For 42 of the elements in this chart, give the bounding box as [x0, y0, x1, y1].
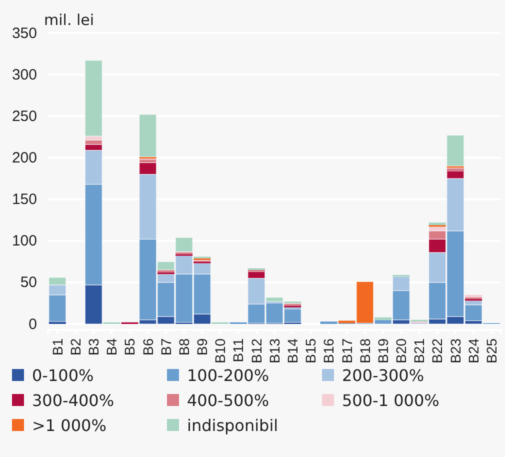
x-tick-label: B13	[266, 338, 282, 364]
y-tick-label: 150	[12, 191, 37, 208]
x-tick-label: B3	[85, 338, 102, 356]
y-tick-label: 0	[28, 316, 37, 333]
x-tick-label: B25	[483, 338, 500, 364]
y-tick-label: 50	[20, 274, 37, 292]
x-tick-label: B21	[411, 338, 428, 364]
legend-label: 0-100%	[32, 366, 94, 385]
x-tick-label: B8	[176, 338, 192, 356]
legend-label: 200-300%	[342, 366, 424, 385]
x-tick-label: B11	[230, 338, 246, 362]
y-tick-label: 200	[12, 150, 37, 167]
x-tick-label: B4	[104, 338, 120, 356]
y-axis-title: mil. lei	[44, 11, 94, 29]
x-tick-label: B1	[49, 338, 66, 356]
y-tick-label: 300	[12, 66, 37, 84]
x-tick-label: B6	[140, 338, 156, 356]
x-tick-label: B15	[302, 338, 319, 364]
x-tick-label: B20	[393, 338, 410, 364]
x-tick-label: B18	[356, 338, 373, 364]
x-tick-label: B10	[212, 338, 228, 364]
x-tick-label: B17	[338, 338, 355, 364]
legend-label: 100-200%	[187, 366, 270, 385]
legend-label: 300-400%	[32, 391, 114, 410]
x-tick-label: B2	[67, 338, 84, 356]
x-tick-label: B5	[122, 338, 138, 356]
y-tick-label: 100	[12, 232, 37, 250]
x-tick-label: B14	[284, 338, 300, 364]
x-tick-label: B19	[374, 338, 391, 364]
x-tick-label: B16	[320, 338, 337, 364]
legend-label: indisponibil	[187, 416, 278, 435]
x-tick-label: B22	[429, 338, 446, 364]
x-tick-label: B23	[447, 338, 464, 364]
x-tick-label: B7	[158, 338, 174, 356]
legend-label: >1 000%	[32, 416, 106, 435]
x-tick-label: B9	[194, 338, 210, 356]
legend-label: 400-500%	[187, 391, 270, 410]
legend-label: 500-1 000%	[342, 391, 440, 410]
x-tick-label: B24	[465, 338, 482, 364]
x-tick-label: B12	[248, 338, 264, 364]
y-tick-label: 250	[12, 108, 37, 125]
y-tick-label: 350	[12, 24, 37, 42]
